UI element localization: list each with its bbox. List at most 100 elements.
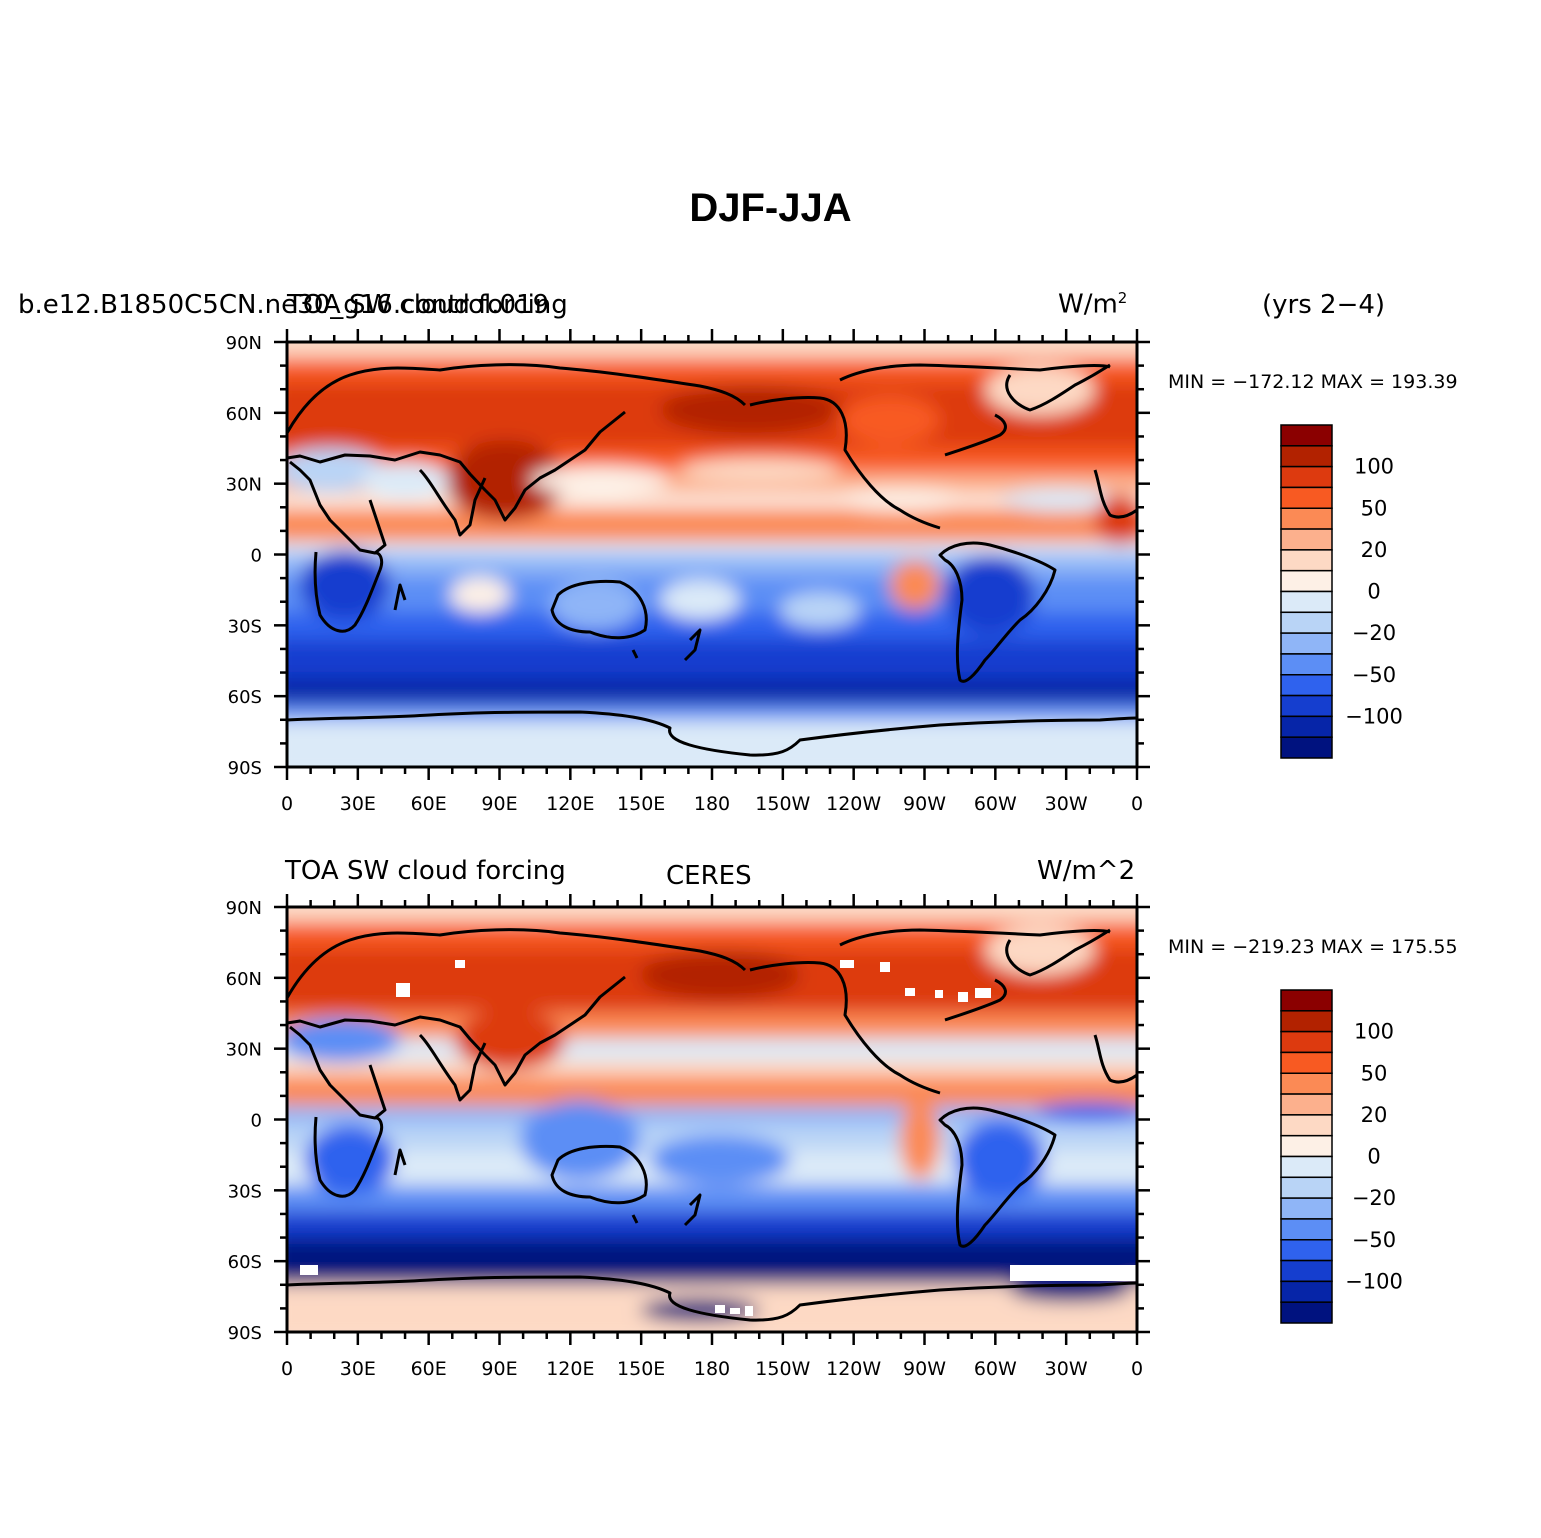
- panel2-colorbar: 100 50 20 0 −20 −50 −100: [1280, 989, 1403, 1324]
- panel1-colorbar-box: [1280, 736, 1333, 759]
- panel2-lon-tick-label: 0: [281, 1358, 293, 1380]
- panel1-lon-tick-label: 60W: [974, 793, 1017, 815]
- panel1-lat-tick-label: 30N: [226, 475, 262, 496]
- panel2-lat-tick-label: 30N: [226, 1040, 262, 1061]
- panel2-left-title: TOA SW cloud forcing: [285, 856, 566, 886]
- panel2-colorbar-label: −50: [1352, 1228, 1396, 1252]
- panel1-case-name: b.e12.B1850C5CN.ne30_g16.control.019: [18, 290, 550, 320]
- panel1-lon-tick-label: 180: [694, 793, 730, 815]
- panel2-colorbar-label: −100: [1345, 1269, 1403, 1293]
- panel1-contour-field: [287, 342, 1137, 767]
- panel1-lat-tick-label: 0: [251, 546, 262, 567]
- panel2-colorbar-box: [1280, 1259, 1333, 1283]
- panel1-colorbar-box: [1280, 611, 1333, 634]
- panel1-lon-tick-label: 90E: [481, 793, 517, 815]
- panel2-lon-tick-label: 60W: [974, 1358, 1017, 1380]
- panel1-lat-tick-label: 90N: [226, 333, 262, 354]
- panel1-colorbar-label: −20: [1352, 621, 1396, 645]
- panel2-colorbar-box: [1280, 1030, 1333, 1054]
- panel1-colorbar-box: [1280, 632, 1333, 655]
- panel1-colorbar-label: −50: [1352, 663, 1396, 687]
- panel1-colorbar: 100 50 20 0 −20 −50 −100: [1280, 424, 1403, 759]
- panel2-lon-tick-label: 180: [694, 1358, 730, 1380]
- figure-title: DJF-JJA: [689, 186, 852, 230]
- panel2-units: W/m^2: [1037, 856, 1136, 886]
- panel2-lon-tick-label: 120E: [546, 1358, 594, 1380]
- panel1-colorbar-box: [1280, 715, 1333, 738]
- panel1-colorbar-box: [1280, 424, 1333, 447]
- panel2-lon-tick-label: 150W: [755, 1358, 810, 1380]
- panel2-colorbar-label: 0: [1367, 1145, 1380, 1169]
- panel1-years-note: (yrs 2−4): [1262, 290, 1386, 320]
- panel2-colorbar-box: [1280, 1072, 1333, 1095]
- panel2-colorbar-label: −20: [1352, 1186, 1396, 1210]
- panel2-colorbar-label: 50: [1361, 1061, 1388, 1085]
- panel1-lon-tick-label: 0: [1131, 793, 1143, 815]
- panel1-colorbar-label: 0: [1367, 580, 1380, 604]
- panel1-lon-tick-label: 90W: [903, 793, 946, 815]
- panel1-colorbar-box: [1280, 486, 1333, 509]
- panel2-center-title: CERES: [666, 861, 752, 891]
- panel2-colorbar-box: [1280, 1051, 1333, 1074]
- panel2-colorbar-box: [1280, 1218, 1333, 1241]
- panel1-min-max: MIN = −172.12 MAX = 193.39: [1168, 371, 1458, 393]
- panel2-lat-tick-label: 90N: [226, 898, 262, 919]
- panel2-colorbar-box: [1280, 1197, 1333, 1220]
- panel2-min-max: MIN = −219.23 MAX = 175.55: [1168, 936, 1458, 958]
- panel2-map: 0 30E 60E 90E 120E 150E 180 150W 120W 90W 60W 30W 09…: [226, 894, 1150, 1380]
- panel1-map: 0 30E 60E 90E 120E 150E 180 150W 120W 90W 60W 30W 09…: [226, 329, 1150, 815]
- panel2-lon-tick-label: 0: [1131, 1358, 1143, 1380]
- panel1-colorbar-box: [1280, 569, 1333, 593]
- panel2-colorbar-label: 100: [1354, 1020, 1394, 1044]
- panel1-colorbar-box: [1280, 465, 1333, 489]
- panel1-ticks: 0 30E 60E 90E 120E 150E 180 150W 120W 90W 60W 30W 09…: [226, 329, 1150, 815]
- panel1-colorbar-box: [1280, 528, 1333, 551]
- panel1-colorbar-box: [1280, 549, 1333, 572]
- panel2-colorbar-box: [1280, 1301, 1333, 1324]
- panel1-lon-tick-label: 150E: [617, 793, 665, 815]
- panel2-colorbar-box: [1280, 1280, 1333, 1303]
- panel2-colorbar-box: [1280, 1155, 1333, 1179]
- panel2-colorbar-box: [1280, 1176, 1333, 1199]
- panel2-lon-tick-label: 60E: [411, 1358, 447, 1380]
- panel2-lat-tick-label: 30S: [228, 1181, 262, 1202]
- panel1-lon-tick-label: 30W: [1045, 793, 1088, 815]
- panel2-lon-tick-label: 30W: [1045, 1358, 1088, 1380]
- panel1-lon-tick-label: 120E: [546, 793, 594, 815]
- panel2-lat-tick-label: 90S: [228, 1323, 262, 1344]
- panel1-coastlines: [287, 363, 1137, 757]
- panel2-colorbar-box: [1280, 1093, 1333, 1116]
- panel1-colorbar-box: [1280, 674, 1333, 697]
- panel1-lon-tick-label: 30E: [340, 793, 376, 815]
- panel1-lat-tick-label: 90S: [228, 758, 262, 779]
- panel2-lon-tick-label: 120W: [826, 1358, 881, 1380]
- panel2-lon-tick-label: 90E: [481, 1358, 517, 1380]
- panel1-colorbar-label: 50: [1361, 496, 1388, 520]
- panel2-colorbar-label: 20: [1361, 1103, 1388, 1127]
- panel1-lat-tick-label: 30S: [228, 616, 262, 637]
- panel1-colorbar-box: [1280, 507, 1333, 530]
- panel1-lat-tick-label: 60S: [228, 687, 262, 708]
- panel2-colorbar-box: [1280, 1134, 1333, 1158]
- panel2-lat-tick-label: 60S: [228, 1252, 262, 1273]
- panel2-missing-data: [300, 960, 1137, 1316]
- panel2-lat-tick-label: 60N: [226, 969, 262, 990]
- panel1-colorbar-box: [1280, 653, 1333, 676]
- panel2-coastlines: [287, 928, 1137, 1322]
- panel2-colorbar-box: [1280, 1010, 1333, 1033]
- panel2-colorbar-box: [1280, 989, 1333, 1012]
- panel2-ticks: 0 30E 60E 90E 120E 150E 180 150W 120W 90W 60W 30W 09…: [226, 894, 1150, 1380]
- panel2-lon-tick-label: 90W: [903, 1358, 946, 1380]
- panel1-lon-tick-label: 60E: [411, 793, 447, 815]
- panel1-lon-tick-label: 150W: [755, 793, 810, 815]
- panel2-lon-tick-label: 30E: [340, 1358, 376, 1380]
- panel1-left-title: TOA SW cloud forcing: [287, 290, 568, 320]
- panel2-colorbar-box: [1280, 1114, 1333, 1137]
- panel1-colorbar-box: [1280, 445, 1333, 468]
- panel1-colorbar-label: 100: [1354, 455, 1394, 479]
- panel1-colorbar-label: 20: [1361, 538, 1388, 562]
- panel1-colorbar-box: [1280, 590, 1333, 614]
- panel1-lon-tick-label: 0: [281, 793, 293, 815]
- panel1-lon-tick-label: 120W: [826, 793, 881, 815]
